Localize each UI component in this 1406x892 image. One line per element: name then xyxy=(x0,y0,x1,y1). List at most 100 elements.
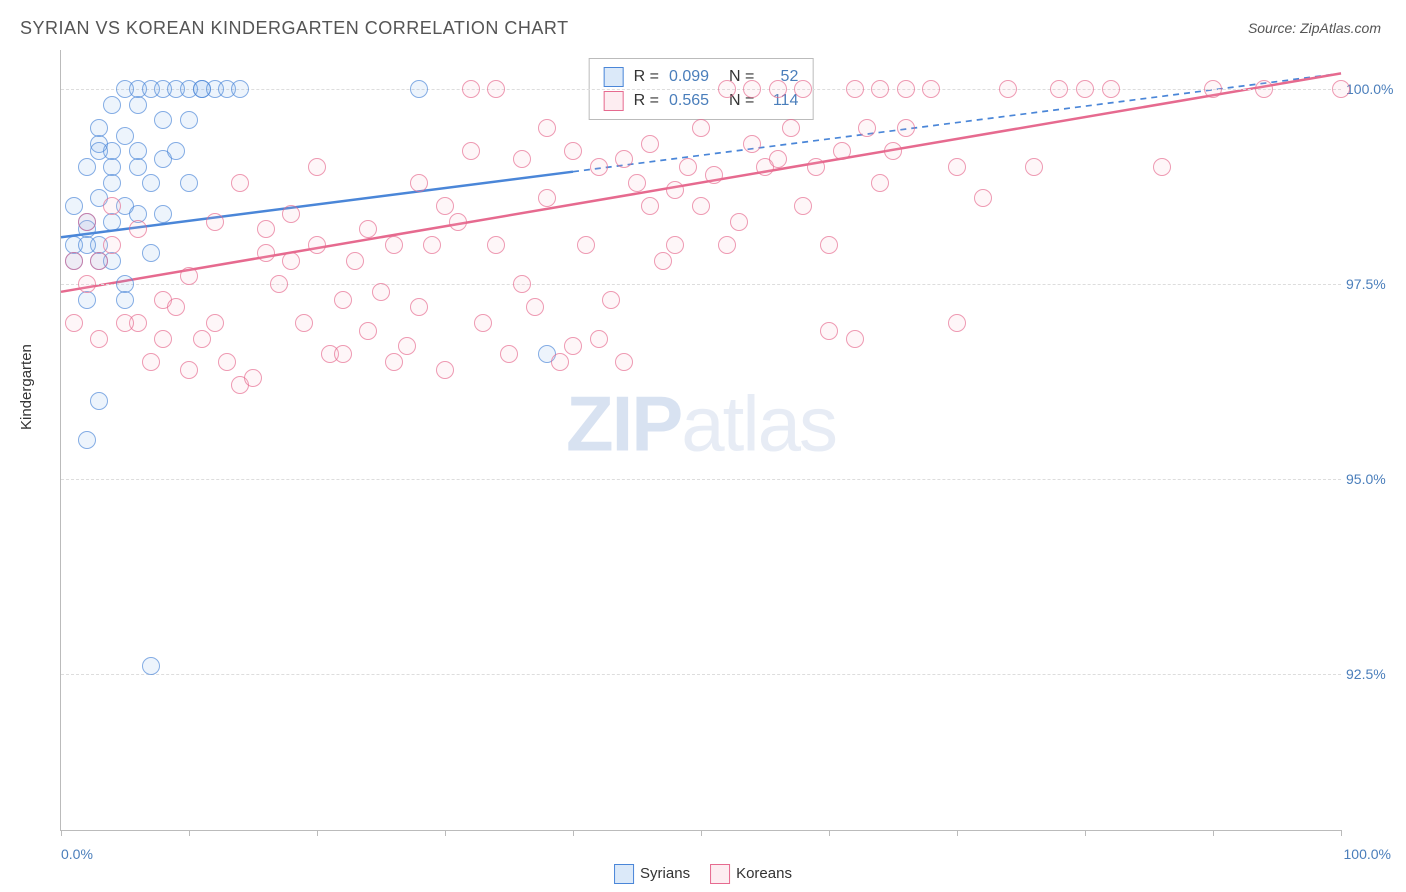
scatter-point xyxy=(1102,80,1120,98)
y-tick-label: 100.0% xyxy=(1346,81,1401,97)
scatter-point xyxy=(257,220,275,238)
scatter-point xyxy=(705,166,723,184)
scatter-point xyxy=(78,275,96,293)
scatter-point xyxy=(590,158,608,176)
scatter-point xyxy=(90,330,108,348)
scatter-point xyxy=(564,337,582,355)
scatter-point xyxy=(90,119,108,137)
scatter-point xyxy=(116,291,134,309)
scatter-point xyxy=(385,236,403,254)
scatter-point xyxy=(359,220,377,238)
stats-r-value: 0.565 xyxy=(669,89,719,113)
source-label: Source: xyxy=(1248,20,1296,36)
scatter-point xyxy=(846,330,864,348)
scatter-point xyxy=(897,80,915,98)
scatter-point xyxy=(999,80,1017,98)
scatter-point xyxy=(551,353,569,371)
scatter-point xyxy=(142,244,160,262)
scatter-point xyxy=(282,252,300,270)
scatter-point xyxy=(449,213,467,231)
scatter-point xyxy=(807,158,825,176)
scatter-point xyxy=(244,369,262,387)
scatter-point xyxy=(116,127,134,145)
scatter-point xyxy=(871,174,889,192)
scatter-point xyxy=(730,213,748,231)
legend-swatch xyxy=(710,864,730,884)
scatter-point xyxy=(487,236,505,254)
scatter-point xyxy=(154,205,172,223)
scatter-point xyxy=(513,150,531,168)
scatter-point xyxy=(436,361,454,379)
x-tick xyxy=(957,830,958,836)
x-tick xyxy=(1085,830,1086,836)
scatter-point xyxy=(103,236,121,254)
scatter-point xyxy=(820,322,838,340)
scatter-point xyxy=(602,291,620,309)
scatter-point xyxy=(78,236,96,254)
scatter-point xyxy=(103,197,121,215)
scatter-point xyxy=(103,96,121,114)
trend-lines-svg xyxy=(61,50,1341,830)
scatter-point xyxy=(538,189,556,207)
legend-label: Syrians xyxy=(640,865,690,882)
scatter-point xyxy=(1050,80,1068,98)
scatter-point xyxy=(769,80,787,98)
grid-line xyxy=(61,89,1341,90)
scatter-point xyxy=(129,220,147,238)
scatter-point xyxy=(666,181,684,199)
scatter-point xyxy=(615,150,633,168)
legend-swatch xyxy=(614,864,634,884)
scatter-point xyxy=(718,80,736,98)
scatter-point xyxy=(231,174,249,192)
x-tick xyxy=(61,830,62,836)
scatter-point xyxy=(769,150,787,168)
scatter-point xyxy=(90,252,108,270)
scatter-point xyxy=(897,119,915,137)
scatter-point xyxy=(308,236,326,254)
scatter-point xyxy=(833,142,851,160)
scatter-point xyxy=(193,330,211,348)
y-tick-label: 92.5% xyxy=(1346,666,1401,682)
scatter-point xyxy=(718,236,736,254)
stats-r-value: 0.099 xyxy=(669,65,719,89)
scatter-point xyxy=(180,267,198,285)
scatter-point xyxy=(884,142,902,160)
scatter-point xyxy=(513,275,531,293)
scatter-point xyxy=(858,119,876,137)
scatter-point xyxy=(103,174,121,192)
stats-r-label: R = xyxy=(634,65,659,89)
scatter-point xyxy=(462,80,480,98)
scatter-point xyxy=(679,158,697,176)
scatter-point xyxy=(794,80,812,98)
scatter-point xyxy=(487,80,505,98)
scatter-point xyxy=(167,298,185,316)
scatter-point xyxy=(103,213,121,231)
legend-label: Koreans xyxy=(736,865,792,882)
scatter-point xyxy=(129,96,147,114)
scatter-point xyxy=(820,236,838,254)
scatter-point xyxy=(474,314,492,332)
x-tick xyxy=(701,830,702,836)
scatter-point xyxy=(1204,80,1222,98)
source-value: ZipAtlas.com xyxy=(1300,20,1381,36)
scatter-point xyxy=(692,119,710,137)
scatter-point xyxy=(78,431,96,449)
scatter-point xyxy=(90,142,108,160)
scatter-point xyxy=(129,158,147,176)
scatter-point xyxy=(462,142,480,160)
legend-item: Syrians xyxy=(614,864,690,884)
scatter-point xyxy=(346,252,364,270)
scatter-point xyxy=(78,213,96,231)
scatter-point xyxy=(398,337,416,355)
x-tick xyxy=(829,830,830,836)
scatter-point xyxy=(334,291,352,309)
scatter-point xyxy=(154,111,172,129)
stats-swatch xyxy=(604,91,624,111)
scatter-point xyxy=(615,353,633,371)
scatter-point xyxy=(1025,158,1043,176)
scatter-point xyxy=(206,213,224,231)
scatter-point xyxy=(782,119,800,137)
scatter-point xyxy=(436,197,454,215)
stats-swatch xyxy=(604,67,624,87)
scatter-point xyxy=(974,189,992,207)
